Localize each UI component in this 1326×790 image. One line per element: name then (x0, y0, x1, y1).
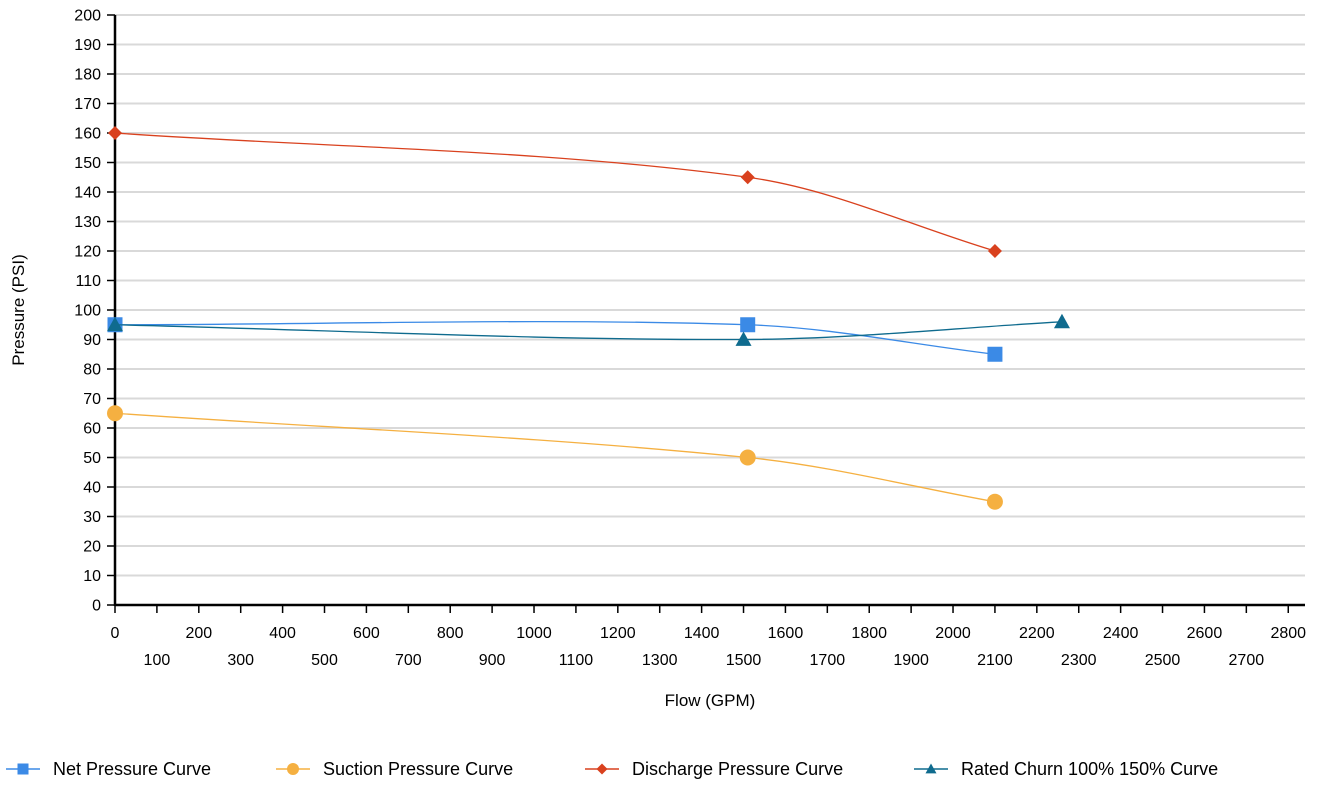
data-point (740, 170, 755, 185)
x-tick-label: 700 (395, 652, 422, 669)
y-axis-title: Pressure (PSI) (9, 254, 28, 365)
data-point (987, 346, 1003, 362)
series-line (114, 320, 996, 355)
x-tick-label: 600 (353, 625, 380, 642)
series-1 (107, 405, 1003, 510)
legend-label: Suction Pressure Curve (323, 759, 513, 779)
legend-label: Rated Churn 100% 150% Curve (961, 759, 1218, 779)
x-tick-label: 2200 (1019, 625, 1055, 642)
x-tick-label: 2500 (1145, 652, 1181, 669)
y-tick-label: 40 (83, 480, 101, 497)
series-line (114, 412, 996, 503)
x-tick-label: 2000 (935, 625, 971, 642)
series-2 (108, 126, 1002, 258)
series-line (114, 132, 996, 252)
x-tick-label: 2100 (977, 652, 1013, 669)
y-tick-label: 130 (74, 214, 101, 231)
y-tick-label: 140 (74, 185, 101, 202)
y-tick-label: 120 (74, 244, 101, 261)
x-tick-label: 2300 (1061, 652, 1097, 669)
data-point (735, 331, 752, 346)
x-tick-label: 1300 (642, 652, 678, 669)
x-tick-label: 800 (437, 625, 464, 642)
x-tick-label: 0 (111, 625, 120, 642)
y-tick-label: 190 (74, 37, 101, 54)
data-point (107, 405, 123, 422)
legend-marker (925, 763, 937, 774)
legend-item: Net Pressure Curve (6, 759, 211, 779)
series-layer (107, 126, 1070, 510)
x-tick-label: 1800 (851, 625, 887, 642)
x-tick-label: 2700 (1229, 652, 1265, 669)
legend-label: Discharge Pressure Curve (632, 759, 843, 779)
y-tick-label: 110 (75, 273, 101, 290)
legend-label: Net Pressure Curve (53, 759, 211, 779)
y-tick-label: 70 (83, 391, 101, 408)
x-tick-label: 400 (269, 625, 296, 642)
x-tick-label: 100 (144, 652, 171, 669)
x-tick-label: 1100 (559, 652, 594, 669)
data-point (986, 493, 1003, 510)
grid-layer (115, 14, 1305, 577)
legend-marker (17, 763, 29, 775)
y-tick-label: 0 (92, 598, 101, 615)
axis-layer: 0 10 20 30 40 50 60 70 80 90 100 110 120 130 140 150 160… (74, 8, 1306, 670)
x-tick-label: 1200 (600, 625, 636, 642)
data-point (107, 316, 123, 332)
legend: Net Pressure Curve Suction Pressure Curve… (6, 759, 1218, 779)
y-tick-label: 60 (83, 421, 101, 438)
legend-item: Discharge Pressure Curve (585, 759, 843, 779)
y-tick-label: 150 (74, 155, 101, 172)
y-tick-label: 180 (74, 67, 101, 84)
data-point (987, 244, 1002, 258)
x-tick-label: 1900 (893, 652, 929, 669)
y-tick-label: 10 (83, 568, 101, 585)
x-tick-label: 900 (479, 652, 506, 669)
data-point (739, 449, 756, 466)
x-tick-label: 300 (227, 652, 254, 669)
legend-marker (287, 763, 299, 775)
legend-item: Rated Churn 100% 150% Curve (914, 759, 1218, 779)
y-tick-label: 90 (83, 332, 101, 349)
x-axis-title: Flow (GPM) (665, 691, 756, 710)
x-tick-label: 1400 (684, 625, 720, 642)
y-tick-label: 30 (83, 509, 101, 526)
legend-marker (596, 763, 608, 775)
x-tick-label: 2800 (1270, 625, 1306, 642)
y-tick-label: 20 (83, 539, 101, 556)
x-tick-label: 2600 (1187, 625, 1223, 642)
legend-item: Suction Pressure Curve (276, 759, 513, 779)
data-point (740, 317, 756, 333)
x-tick-label: 1700 (810, 652, 846, 669)
x-tick-label: 1600 (768, 625, 804, 642)
series-3 (107, 313, 1070, 346)
x-tick-label: 1000 (516, 625, 552, 642)
x-tick-label: 500 (311, 652, 338, 669)
series-line (114, 321, 1063, 341)
data-point (1053, 313, 1070, 329)
y-tick-label: 80 (83, 362, 101, 379)
y-tick-label: 100 (74, 303, 101, 320)
y-tick-label: 50 (83, 450, 101, 467)
y-tick-label: 200 (74, 8, 101, 25)
x-tick-label: 2400 (1103, 625, 1139, 642)
y-tick-label: 170 (74, 96, 101, 113)
y-tick-label: 160 (74, 126, 101, 143)
x-tick-label: 1500 (726, 652, 762, 669)
data-point (108, 126, 122, 140)
x-tick-label: 200 (185, 625, 212, 642)
